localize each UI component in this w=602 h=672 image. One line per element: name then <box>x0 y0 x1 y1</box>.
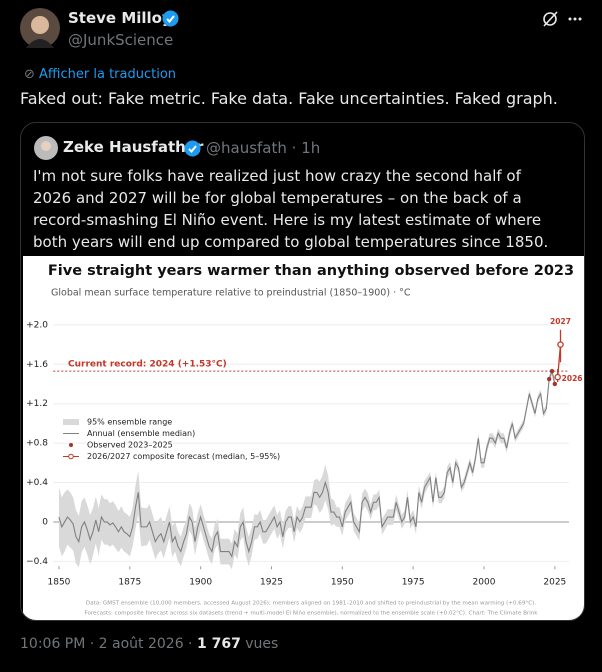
footnote: Forecasts: composite forecast across six… <box>84 611 538 617</box>
legend-swatch <box>63 419 79 425</box>
legend-swatch <box>69 443 73 447</box>
views-count: 1 767 <box>196 636 241 652</box>
record-label: Current record: 2024 (+1.53°C) <box>68 360 227 370</box>
x-tick-label: 2025 <box>543 578 566 588</box>
median-line <box>58 369 556 559</box>
y-tick-label: 0 <box>42 517 48 527</box>
legend-label: Observed 2023–2025 <box>87 441 173 450</box>
x-tick-label: 1850 <box>48 578 71 588</box>
quote-author: Zeke Hausfather <box>63 138 204 156</box>
views-label: vues <box>245 636 279 652</box>
quote-handle: @hausfath <box>206 139 287 157</box>
post-text: Faked out: Fake metric. Fake data. Fake … <box>20 89 558 108</box>
x-tick-label: 1950 <box>331 578 354 588</box>
translate-link[interactable]: ⊘ Afficher la traduction <box>24 67 177 82</box>
forecast-year-label: 2027 <box>550 317 571 326</box>
y-tick-label: +0.8 <box>26 439 48 449</box>
forecast-year-label: 2026 <box>562 374 583 383</box>
x-tick-label: 1975 <box>402 578 425 588</box>
y-tick-label: +1.2 <box>26 399 48 409</box>
quote-text: I'm not sure folks have realized just ho… <box>33 167 549 251</box>
legend-label: 95% ensemble range <box>87 418 172 427</box>
x-tick-label: 1875 <box>118 578 141 588</box>
forecast-point <box>557 341 564 348</box>
x-tick-label: 1900 <box>189 578 212 588</box>
timestamp[interactable]: 10:06 PM · 2 août 2026 · <box>20 636 193 652</box>
y-tick-label: +1.6 <box>26 360 48 370</box>
ensemble-band <box>58 367 555 570</box>
legend-swatch <box>68 453 74 460</box>
quote-avatar <box>34 136 58 160</box>
y-tick-label: +0.4 <box>26 478 48 488</box>
y-tick-label: +2.0 <box>26 320 48 330</box>
menu-icons[interactable] <box>540 10 590 30</box>
legend-label: 2026/2027 composite forecast (median, 5–… <box>87 452 280 461</box>
observed-dot <box>552 381 558 387</box>
observed-dot <box>549 368 555 374</box>
observed-dot <box>546 376 552 382</box>
handle[interactable]: @JunkScience <box>68 31 174 49</box>
x-tick-label: 1925 <box>260 578 283 588</box>
chart-title: Five straight years warmer than anything… <box>48 263 574 279</box>
verified-badge <box>162 10 179 27</box>
footer: 10:06 PM · 2 août 2026 · 1 767 vues <box>20 636 278 652</box>
avatar[interactable] <box>20 8 60 48</box>
chart: Five straight years warmer than anything… <box>23 256 584 620</box>
author[interactable]: Steve Milloy <box>68 9 172 27</box>
footnote: Data: GMST ensemble (10,000 members, acc… <box>86 601 536 607</box>
chart-subtitle: Global mean surface temperature relative… <box>51 288 411 299</box>
y-tick-label: −0.4 <box>26 557 48 567</box>
quote-meta: @hausfath · 1h <box>206 139 320 157</box>
quote-card[interactable]: Zeke Hausfather @hausfath · 1h I'm not s… <box>20 122 585 621</box>
verified-badge <box>184 140 201 157</box>
quote-time: · 1h <box>291 139 321 157</box>
x-tick-label: 2000 <box>473 578 496 588</box>
legend-label: Annual (ensemble median) <box>87 429 195 438</box>
translate-text[interactable]: Afficher la traduction <box>39 67 177 82</box>
forecast-point <box>554 373 561 381</box>
